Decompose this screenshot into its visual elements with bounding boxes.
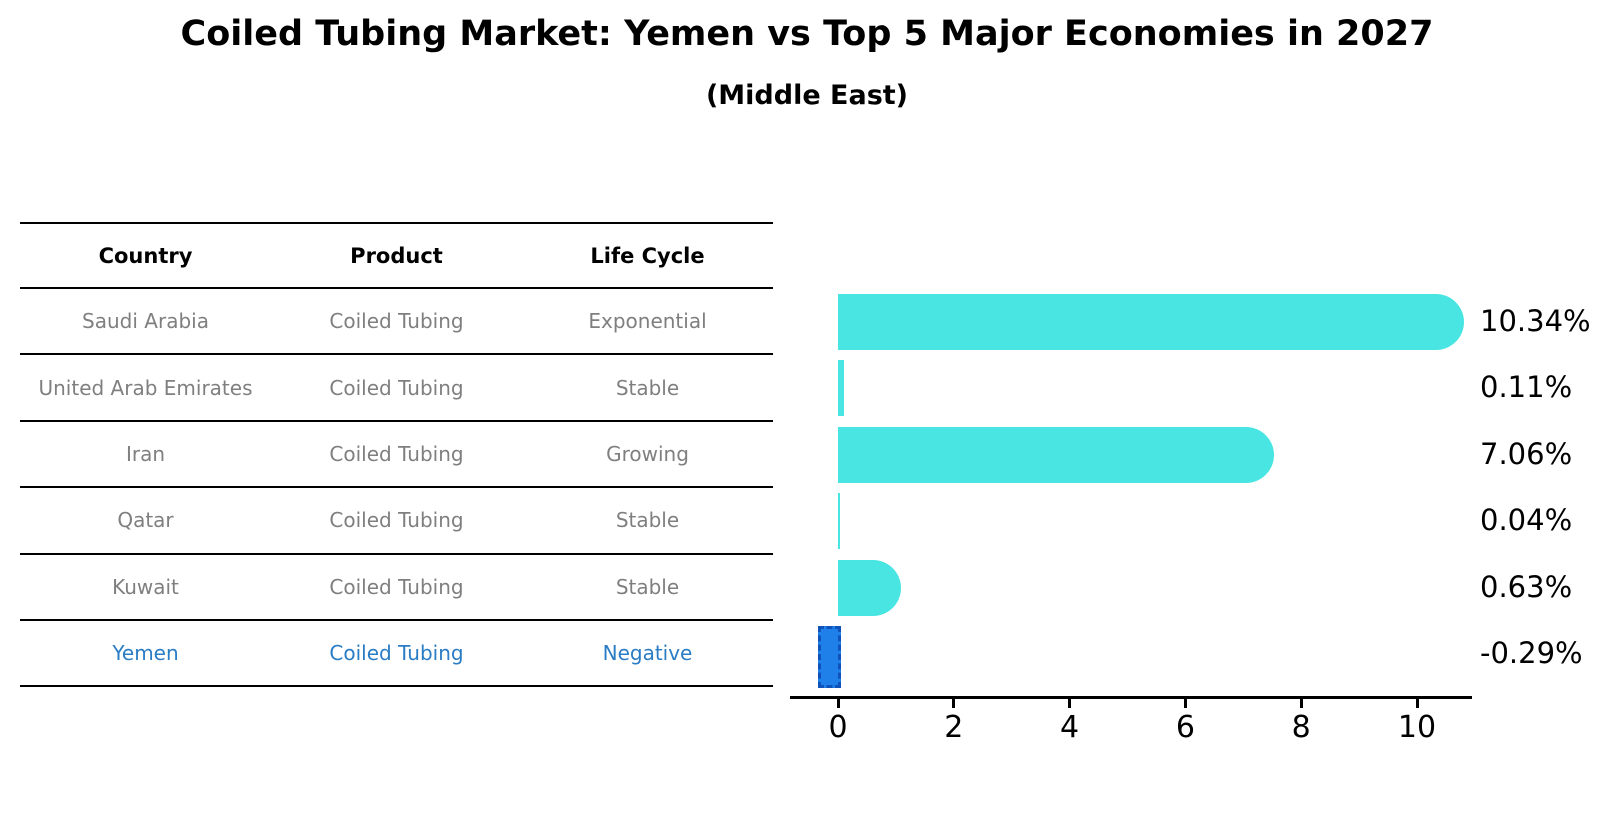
x-tick-label: 4 <box>1060 710 1080 745</box>
x-tick-mark <box>836 699 840 708</box>
x-tick-mark <box>1299 699 1303 708</box>
table-cell-life-cycle: Negative <box>602 641 693 666</box>
table-cell-product: Coiled Tubing <box>329 309 464 334</box>
table-row: Qatar Coiled Tubing Stable <box>20 488 773 555</box>
x-tick-label: 2 <box>944 710 964 745</box>
table-cell-country: Qatar <box>117 508 174 533</box>
bar-united-arab-emirates <box>838 360 845 417</box>
table-row: Iran Coiled Tubing Growing <box>20 422 773 489</box>
table-cell-life-cycle: Growing <box>606 441 689 466</box>
bar-qatar <box>838 493 841 550</box>
bar-value-label: 10.34% <box>1480 304 1591 338</box>
x-tick-label: 10 <box>1397 710 1437 745</box>
x-tick-label: 6 <box>1175 710 1195 745</box>
bar-kuwait <box>838 559 902 616</box>
table-cell-life-cycle: Stable <box>615 508 680 533</box>
x-axis-line <box>790 696 1472 699</box>
table-row: United Arab Emirates Coiled Tubing Stable <box>20 355 773 422</box>
x-tick-label: 0 <box>828 710 848 745</box>
bar-value-label: 0.63% <box>1480 569 1573 604</box>
chart-subtitle: (Middle East) <box>705 80 909 111</box>
table-cell-product: Coiled Tubing <box>329 574 464 599</box>
column-header-country: Country <box>98 243 193 268</box>
bar-saudi-arabia <box>838 294 1464 350</box>
bar-value-label: 7.06% <box>1480 436 1573 471</box>
table-cell-country: Kuwait <box>112 574 179 599</box>
column-header-life-cycle: Life Cycle <box>590 243 705 268</box>
table-row: Kuwait Coiled Tubing Stable <box>20 555 773 621</box>
bar-yemen <box>818 626 841 688</box>
table-cell-product: Coiled Tubing <box>329 441 464 466</box>
table-row: Saudi Arabia Coiled Tubing Exponential <box>20 289 773 356</box>
table-cell-product: Coiled Tubing <box>329 375 464 400</box>
x-tick-mark <box>1183 699 1187 708</box>
x-tick-mark <box>1068 699 1072 708</box>
x-tick-label: 8 <box>1291 710 1311 745</box>
country-table-body: Saudi Arabia Coiled Tubing Exponential Unit… <box>20 289 773 688</box>
table-cell-country: Iran <box>125 441 166 466</box>
table-cell-life-cycle: Stable <box>615 574 680 599</box>
bar-iran <box>838 426 1274 483</box>
table-cell-life-cycle: Stable <box>615 375 680 400</box>
country-table: Country Product Life Cycle Saudi Arabia Coi… <box>20 222 773 688</box>
table-cell-product: Coiled Tubing <box>329 641 464 666</box>
table-row: Yemen Coiled Tubing Negative <box>20 621 773 688</box>
chart-title: Coiled Tubing Market: Yemen vs Top 5 Maj… <box>180 14 1434 54</box>
table-cell-country: Saudi Arabia <box>82 309 209 334</box>
column-header-product: Product <box>350 243 443 268</box>
table-cell-product: Coiled Tubing <box>329 508 464 533</box>
x-tick-mark <box>952 699 956 708</box>
bar-value-label: -0.29% <box>1480 636 1583 670</box>
country-table-header: Country Product Life Cycle <box>20 222 773 289</box>
x-tick-mark <box>1415 699 1419 708</box>
bar-value-label: 0.11% <box>1480 370 1573 405</box>
table-cell-life-cycle: Exponential <box>588 309 707 334</box>
table-cell-country: United Arab Emirates <box>38 375 253 400</box>
bar-chart: 10.34% 0.11% 7.06% 0.04% 0.63% -0.29% 0 2 4 6 8 10 <box>790 270 1604 770</box>
table-cell-country: Yemen <box>112 641 179 666</box>
bar-value-label: 0.04% <box>1480 503 1573 538</box>
